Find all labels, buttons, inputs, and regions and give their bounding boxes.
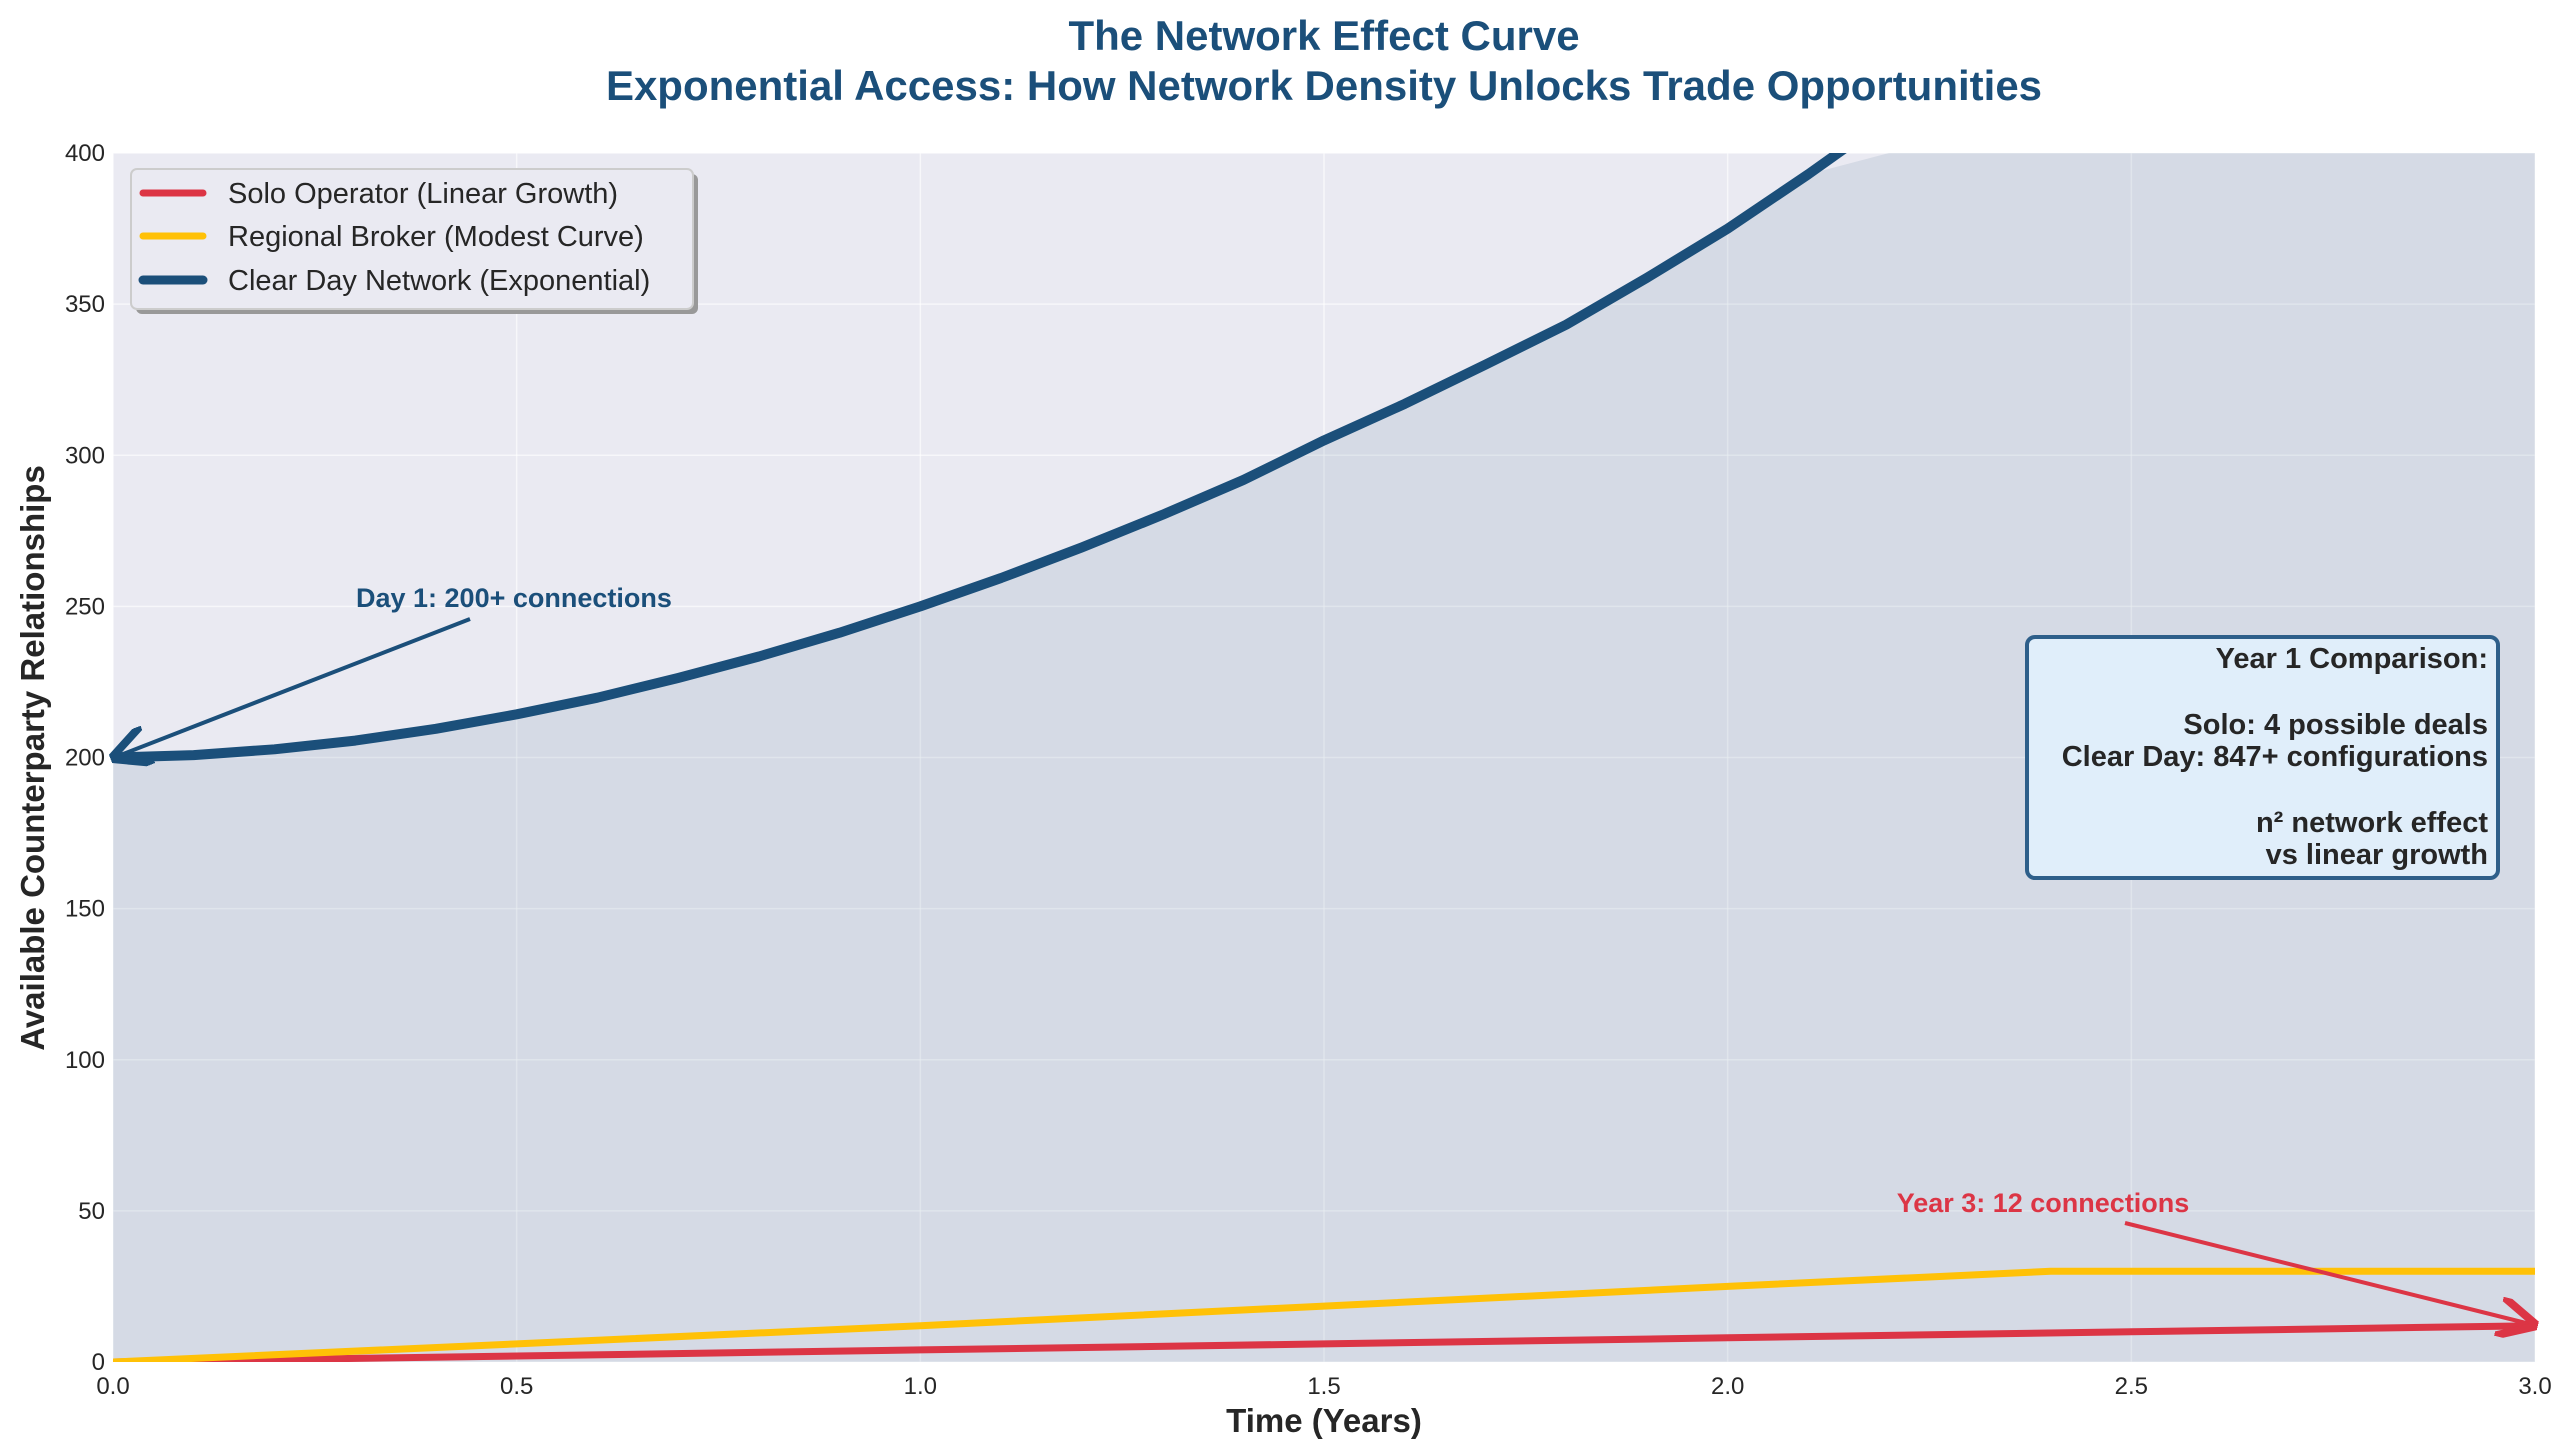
legend-label-regional: Regional Broker (Modest Curve): [228, 221, 644, 253]
series-line-1: [113, 1267, 2535, 1362]
y-tick-label: 250: [65, 593, 105, 620]
info-line: Clear Day: 847+ configurations: [2062, 741, 2488, 773]
x-tick-label: 2.0: [1711, 1373, 1744, 1400]
year3-annotation: Year 3: 12 connections: [1897, 1188, 2190, 1218]
clear-day-fill-area: [113, 153, 2535, 1362]
y-tick-label: 400: [65, 140, 105, 167]
x-tick-label: 1.0: [904, 1373, 937, 1400]
chart-subtitle: Exponential Access: How Network Density …: [606, 62, 2042, 109]
info-box: Year 1 Comparison: Solo: 4 possible deal…: [2025, 635, 2500, 880]
info-line: Solo: 4 possible deals: [2183, 709, 2488, 741]
info-line: n² network effect: [2256, 807, 2488, 839]
y-tick-label: 0: [92, 1349, 105, 1376]
grid: [112, 152, 2536, 1363]
y-tick-label: 50: [78, 1198, 105, 1225]
annotations: Day 1: 200+ connections Year 3: 12 conne…: [118, 583, 2530, 1324]
x-tick-label: 1.5: [1307, 1373, 1340, 1400]
series-line-2: [113, 153, 1847, 763]
year3-arrow: [2124, 1221, 2530, 1324]
y-tick-label: 100: [65, 1047, 105, 1074]
y-tick-label: 200: [65, 745, 105, 772]
axis-ticks: 0.0 0.5 1.0 1.5 2.0 2.5 3.0 0 50 100 150 200 250 300 3…: [65, 140, 2552, 1400]
y-tick-label: 300: [65, 442, 105, 469]
legend-label-solo: Solo Operator (Linear Growth): [228, 178, 618, 210]
x-tick-label: 0.0: [96, 1373, 129, 1400]
x-axis-label: Time (Years): [1226, 1402, 1422, 1439]
y-tick-label: 350: [65, 291, 105, 318]
x-tick-label: 3.0: [2518, 1373, 2551, 1400]
day1-annotation: Day 1: 200+ connections: [356, 583, 672, 613]
legend-label-clear-day: Clear Day Network (Exponential): [228, 265, 650, 297]
series-line-0: [113, 1322, 2535, 1362]
x-tick-label: 2.5: [2115, 1373, 2148, 1400]
day1-arrow: [118, 617, 471, 756]
series-lines: [113, 153, 2535, 1362]
chart-title: The Network Effect Curve: [1068, 12, 1579, 59]
x-tick-label: 0.5: [500, 1373, 533, 1400]
legend: Solo Operator (Linear Growth) Regional B…: [130, 168, 698, 314]
info-line: Year 1 Comparison:: [2216, 643, 2488, 675]
y-axis-label: Available Counterparty Relationships: [14, 465, 51, 1051]
info-line: vs linear growth: [2266, 839, 2488, 871]
y-tick-label: 150: [65, 896, 105, 923]
